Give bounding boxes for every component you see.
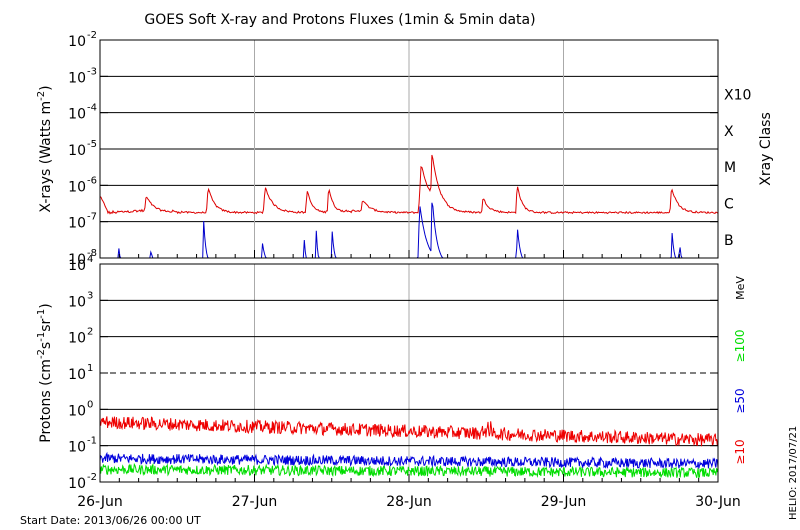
- xray-y-tick-label: 10: [68, 143, 86, 159]
- proton-legend-ge100: ≥100: [733, 330, 747, 363]
- proton-y-tick-label: 10: [68, 331, 86, 347]
- proton-legend: ≥10 ≥50 ≥100: [733, 330, 747, 465]
- xray-y-tick-exponent: -7: [87, 212, 97, 223]
- xray-y-tick-label: 10: [68, 179, 86, 195]
- xray-y-tick-label: 10: [68, 70, 86, 86]
- xray-y-ticks: 10-810-710-610-510-410-310-2: [68, 30, 718, 268]
- xray-class-axis-title: Xray Class: [758, 112, 774, 186]
- x-tick-label: 27-Jun: [232, 494, 278, 510]
- x-axis-ticks: 26-Jun 27-Jun 28-Jun 29-Jun 30-Jun: [77, 250, 741, 510]
- xray-y-tick-exponent: -5: [87, 139, 97, 150]
- xray-class-x: X: [724, 124, 734, 140]
- proton-y-tick-exponent: 4: [87, 254, 93, 265]
- chart-title: GOES Soft X-ray and Protons Fluxes (1min…: [144, 12, 535, 28]
- x-tick-label: 30-Jun: [695, 494, 741, 510]
- xray-y-tick-exponent: -2: [87, 30, 97, 41]
- proton-series-line-ge100: [99, 462, 719, 480]
- xray-y-axis-label: X-rays (Watts m-2): [36, 85, 54, 212]
- mev-unit-label: MeV: [734, 276, 747, 300]
- xray-y-tick-exponent: -6: [87, 175, 97, 186]
- proton-y-tick-exponent: -2: [87, 472, 97, 483]
- proton-series-group: [99, 416, 719, 480]
- xray-class-b: B: [724, 233, 734, 249]
- proton-y-tick-exponent: -1: [87, 436, 97, 447]
- proton-y-tick-label: 10: [68, 258, 86, 274]
- xray-series-line-0: [99, 154, 719, 215]
- proton-y-tick-exponent: 2: [87, 327, 93, 338]
- proton-y-tick-exponent: 1: [87, 363, 93, 374]
- proton-y-tick-label: 10: [68, 476, 86, 492]
- xray-y-tick-exponent: -3: [87, 66, 97, 77]
- proton-series-line-ge50: [99, 451, 719, 469]
- proton-y-axis-label: Protons (cm-2s-1sr-1): [36, 303, 54, 442]
- proton-y-tick-label: 10: [68, 440, 86, 456]
- xray-class-x10: X10: [724, 88, 751, 104]
- xray-y-tick-exponent: -4: [87, 103, 97, 114]
- credit-label: HELIO: 2017/07/21: [788, 426, 799, 520]
- x-tick-label: 26-Jun: [77, 494, 123, 510]
- proton-y-tick-label: 10: [68, 367, 86, 383]
- xray-y-tick-label: 10: [68, 216, 86, 232]
- start-date-label: Start Date: 2013/06/26 00:00 UT: [20, 514, 201, 527]
- xray-y-tick-label: 10: [68, 252, 86, 268]
- xray-class-labels: B C M X X10: [724, 88, 751, 249]
- proton-y-tick-label: 10: [68, 294, 86, 310]
- xray-class-c: C: [724, 197, 734, 213]
- xray-y-tick-exponent: -8: [87, 248, 97, 259]
- xray-y-tick-label: 10: [68, 34, 86, 50]
- x-tick-label: 28-Jun: [386, 494, 432, 510]
- xray-gridlines: [100, 40, 718, 482]
- xray-class-m: M: [724, 160, 736, 176]
- proton-legend-ge50: ≥50: [733, 388, 747, 413]
- proton-legend-ge10: ≥10: [733, 439, 747, 464]
- proton-y-tick-exponent: 3: [87, 290, 93, 301]
- proton-y-tick-label: 10: [68, 403, 86, 419]
- proton-series-line-ge10: [99, 416, 719, 447]
- xray-y-tick-label: 10: [68, 107, 86, 123]
- x-tick-label: 29-Jun: [541, 494, 587, 510]
- proton-gridlines: [100, 299, 718, 447]
- proton-y-tick-exponent: 0: [87, 399, 93, 410]
